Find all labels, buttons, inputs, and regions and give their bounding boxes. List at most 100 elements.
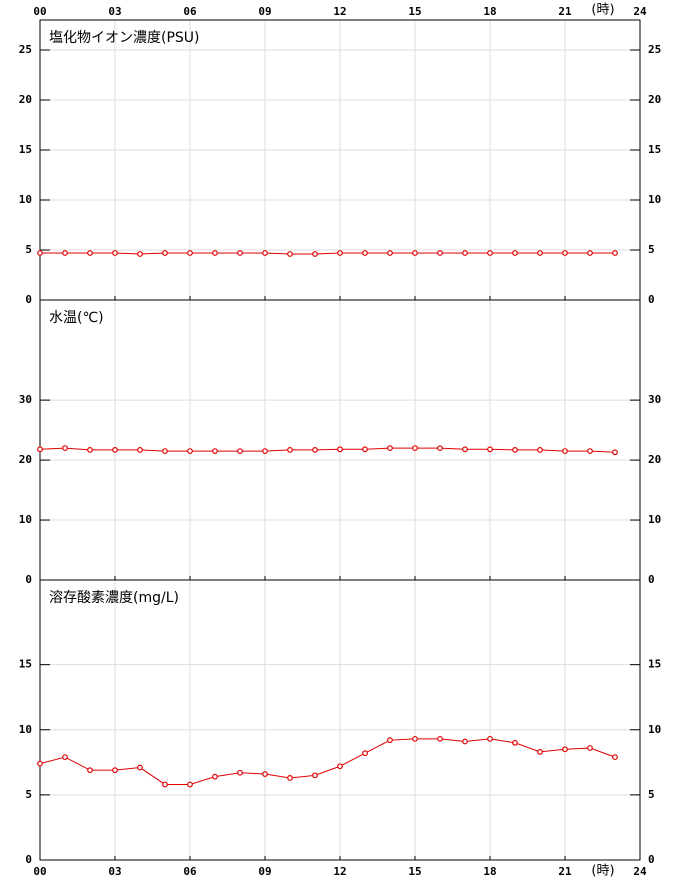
data-point bbox=[412, 445, 418, 451]
x-tick-label: 18 bbox=[483, 5, 496, 18]
x-unit: (時) bbox=[591, 864, 614, 879]
y2-tick-label: 30 bbox=[648, 393, 661, 406]
x-tick-label: 21 bbox=[558, 865, 572, 878]
data-point bbox=[312, 251, 318, 257]
y-tick-label: 10 bbox=[19, 513, 32, 526]
data-point bbox=[562, 250, 568, 256]
x-tick-label: 06 bbox=[183, 5, 197, 18]
y2-tick-label: 0 bbox=[648, 573, 655, 586]
panel-frame bbox=[39, 579, 641, 861]
data-point bbox=[187, 250, 193, 256]
y2-tick-label: 25 bbox=[648, 43, 661, 56]
data-point bbox=[487, 735, 493, 742]
series-line bbox=[40, 252, 615, 255]
x-tick-label: 03 bbox=[108, 865, 121, 878]
data-point bbox=[62, 250, 68, 256]
y2-tick-label: 10 bbox=[648, 723, 661, 736]
data-point bbox=[262, 771, 268, 777]
x-tick-label: 09 bbox=[258, 865, 271, 878]
data-point bbox=[587, 448, 593, 454]
data-point bbox=[62, 754, 68, 761]
data-point bbox=[137, 446, 143, 453]
x-tick-label: 24 bbox=[633, 5, 647, 18]
data-point bbox=[337, 250, 343, 256]
data-point bbox=[512, 446, 518, 453]
data-point bbox=[512, 250, 518, 256]
data-point bbox=[137, 764, 143, 771]
y2-tick-label: 15 bbox=[648, 658, 661, 671]
data-point bbox=[87, 767, 93, 774]
data-point bbox=[537, 749, 543, 755]
series-line bbox=[39, 447, 616, 453]
x-tick-label: 09 bbox=[258, 5, 271, 18]
x-tick-label: 00 bbox=[33, 865, 46, 878]
data-point bbox=[162, 448, 168, 454]
data-point bbox=[62, 445, 68, 451]
x-tick-label: 12 bbox=[333, 865, 346, 878]
data-point bbox=[462, 446, 468, 453]
data-point bbox=[37, 250, 43, 256]
panel-title: 溶存酸素濃度(mg/L) bbox=[49, 590, 179, 606]
data-point bbox=[537, 446, 543, 453]
data-point bbox=[387, 445, 393, 451]
data-point bbox=[112, 767, 118, 774]
data-point bbox=[87, 250, 93, 256]
data-point bbox=[37, 446, 43, 453]
x-tick-label: 21 bbox=[558, 5, 572, 18]
data-point bbox=[462, 250, 468, 256]
x-tick-label: 03 bbox=[108, 5, 121, 18]
data-point bbox=[287, 446, 293, 453]
data-point bbox=[562, 448, 568, 454]
y2-tick-label: 0 bbox=[648, 853, 655, 866]
data-point bbox=[287, 775, 293, 781]
data-point bbox=[87, 446, 93, 453]
data-point bbox=[237, 250, 243, 256]
data-point bbox=[612, 250, 618, 256]
x-tick-label: 15 bbox=[408, 5, 421, 18]
data-point bbox=[312, 772, 318, 779]
y2-tick-label: 0 bbox=[648, 293, 655, 306]
y-tick-label: 5 bbox=[25, 788, 32, 801]
y2-tick-label: 5 bbox=[648, 243, 655, 256]
y2-tick-label: 10 bbox=[648, 193, 661, 206]
y-tick-label: 20 bbox=[19, 453, 32, 466]
y2-tick-label: 15 bbox=[648, 143, 661, 156]
data-point bbox=[212, 250, 218, 256]
data-point bbox=[587, 745, 593, 751]
panel-title: 塩化物イオン濃度(PSU) bbox=[49, 30, 200, 46]
data-point bbox=[212, 773, 218, 780]
data-point bbox=[387, 737, 393, 744]
y-tick-label: 10 bbox=[19, 193, 32, 206]
data-point bbox=[162, 250, 168, 256]
x-tick-label: 18 bbox=[483, 865, 496, 878]
data-point bbox=[387, 250, 393, 256]
data-point bbox=[262, 250, 268, 256]
data-point bbox=[612, 754, 618, 761]
y-tick-label: 25 bbox=[19, 43, 32, 56]
y-tick-label: 0 bbox=[25, 293, 32, 306]
data-point bbox=[437, 445, 443, 451]
data-point bbox=[112, 446, 118, 453]
data-point bbox=[512, 739, 518, 746]
data-point bbox=[487, 446, 493, 453]
data-point bbox=[537, 250, 543, 256]
data-point bbox=[187, 448, 193, 454]
data-point bbox=[137, 251, 143, 257]
y-tick-label: 20 bbox=[19, 93, 32, 106]
y-tick-label: 5 bbox=[25, 243, 32, 256]
series-line bbox=[39, 738, 616, 785]
data-point bbox=[437, 250, 443, 256]
y-tick-label: 0 bbox=[25, 853, 32, 866]
x-tick-label: 12 bbox=[333, 5, 346, 18]
data-point bbox=[587, 250, 593, 256]
data-point bbox=[562, 746, 568, 753]
data-point bbox=[437, 735, 443, 742]
data-point bbox=[212, 448, 218, 454]
data-point bbox=[612, 449, 618, 456]
y2-tick-label: 20 bbox=[648, 93, 661, 106]
x-tick-label: 00 bbox=[33, 5, 46, 18]
data-point bbox=[362, 250, 368, 256]
data-point bbox=[237, 448, 243, 454]
y2-tick-label: 10 bbox=[648, 513, 661, 526]
